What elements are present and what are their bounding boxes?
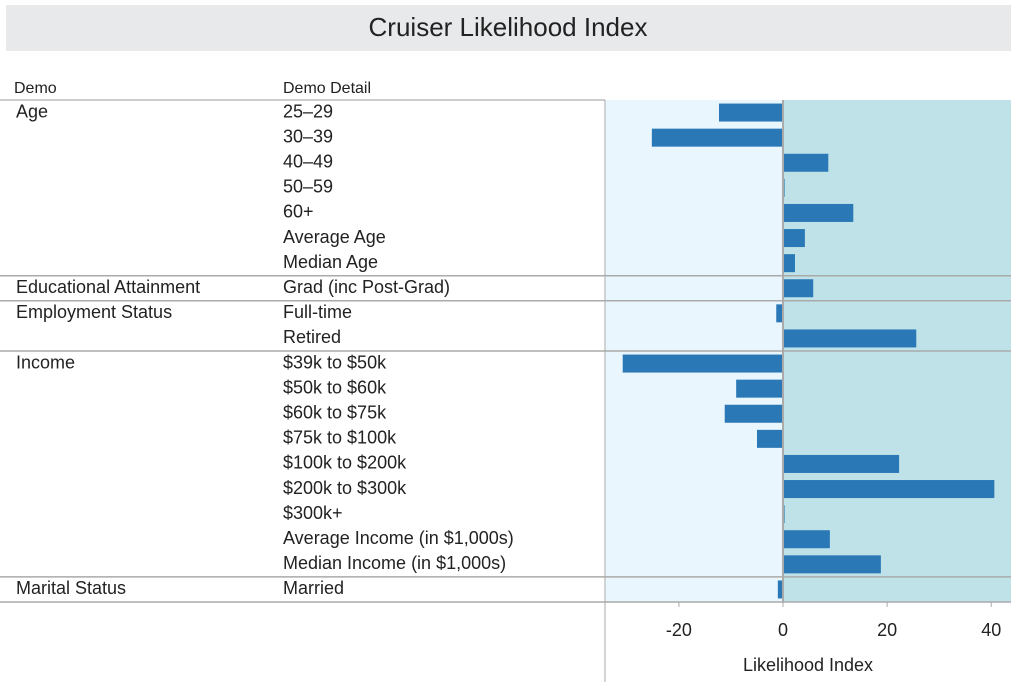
bar xyxy=(622,354,784,373)
bar xyxy=(777,580,784,599)
row-label: Median Income (in $1,000s) xyxy=(283,553,506,573)
row-label: $60k to $75k xyxy=(283,403,387,423)
bar xyxy=(651,128,784,147)
title-bar xyxy=(6,5,1011,51)
bar xyxy=(783,153,829,172)
row-label: $100k to $200k xyxy=(283,453,407,473)
x-tick-label: -20 xyxy=(666,620,692,640)
bar xyxy=(783,254,795,273)
x-tick-label: 0 xyxy=(778,620,788,640)
bar xyxy=(718,103,784,122)
group-label: Employment Status xyxy=(16,302,172,322)
group-label: Age xyxy=(16,101,48,121)
group-label: Income xyxy=(16,352,75,372)
column-header: Demo xyxy=(14,80,57,97)
row-label: Married xyxy=(283,578,344,598)
bar xyxy=(783,555,881,574)
bar xyxy=(783,329,917,348)
row-label: $50k to $60k xyxy=(283,377,387,397)
group-label: Marital Status xyxy=(16,578,126,598)
bar xyxy=(783,530,830,549)
row-label: $39k to $50k xyxy=(283,352,387,372)
x-tick-label: 40 xyxy=(981,620,1001,640)
row-label: $300k+ xyxy=(283,503,343,523)
bar xyxy=(724,404,784,423)
row-label: 60+ xyxy=(283,202,314,222)
row-label: 50–59 xyxy=(283,177,333,197)
bar xyxy=(783,480,995,499)
column-header: Demo Detail xyxy=(283,80,371,97)
row-label: Average Income (in $1,000s) xyxy=(283,528,514,548)
row-label: Full-time xyxy=(283,302,352,322)
x-tick-label: 20 xyxy=(877,620,897,640)
bar xyxy=(736,379,784,398)
group-label: Educational Attainment xyxy=(16,277,200,297)
x-axis-title: Likelihood Index xyxy=(743,655,873,675)
row-label: 40–49 xyxy=(283,152,333,172)
row-label: Median Age xyxy=(283,252,378,272)
row-label: Average Age xyxy=(283,227,386,247)
bar xyxy=(756,429,784,448)
row-label: Retired xyxy=(283,327,341,347)
row-label: $75k to $100k xyxy=(283,428,397,448)
row-label: 30–39 xyxy=(283,126,333,146)
bar xyxy=(783,454,900,473)
row-label: $200k to $300k xyxy=(283,478,407,498)
chart-title: Cruiser Likelihood Index xyxy=(369,12,648,42)
bar xyxy=(783,203,854,222)
row-label: 25–29 xyxy=(283,101,333,121)
bar xyxy=(783,229,805,248)
row-label: Grad (inc Post-Grad) xyxy=(283,277,450,297)
bar xyxy=(776,304,784,323)
bar xyxy=(783,279,814,298)
